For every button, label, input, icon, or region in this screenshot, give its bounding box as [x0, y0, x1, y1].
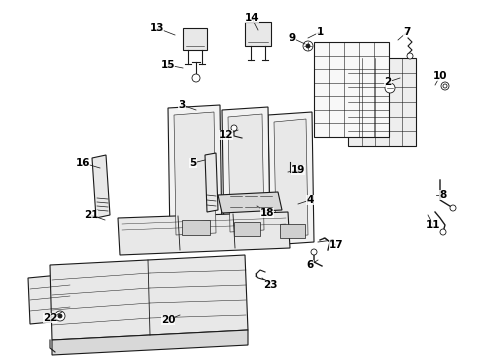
Text: 2: 2: [384, 77, 391, 87]
Circle shape: [55, 311, 65, 321]
Polygon shape: [28, 274, 72, 324]
Text: 3: 3: [178, 100, 185, 110]
Polygon shape: [168, 105, 222, 242]
Circle shape: [449, 205, 455, 211]
Text: 20: 20: [161, 315, 175, 325]
Circle shape: [230, 125, 237, 131]
Circle shape: [406, 53, 412, 59]
Text: 8: 8: [439, 190, 446, 200]
Polygon shape: [244, 22, 270, 46]
Text: 10: 10: [432, 71, 447, 81]
Polygon shape: [267, 112, 313, 245]
Text: 11: 11: [425, 220, 439, 230]
Polygon shape: [118, 212, 289, 255]
Circle shape: [440, 82, 448, 90]
Text: 18: 18: [259, 208, 274, 218]
Polygon shape: [92, 155, 110, 218]
Polygon shape: [218, 192, 282, 213]
Text: 6: 6: [306, 260, 313, 270]
Circle shape: [310, 249, 316, 255]
Text: 7: 7: [403, 27, 410, 37]
Text: 14: 14: [244, 13, 259, 23]
Text: 5: 5: [189, 158, 196, 168]
Text: 19: 19: [290, 165, 305, 175]
Text: 15: 15: [161, 60, 175, 70]
Text: 9: 9: [288, 33, 295, 43]
Text: 22: 22: [42, 313, 57, 323]
Polygon shape: [273, 119, 307, 237]
Text: 4: 4: [305, 195, 313, 205]
Circle shape: [384, 83, 394, 93]
Text: 13: 13: [149, 23, 164, 33]
Text: 1: 1: [316, 27, 323, 37]
Polygon shape: [174, 112, 216, 235]
Text: 12: 12: [218, 130, 233, 140]
Text: 23: 23: [262, 280, 277, 290]
Bar: [280, 224, 305, 238]
Bar: [234, 222, 260, 236]
Text: 16: 16: [76, 158, 90, 168]
Circle shape: [303, 41, 312, 51]
Polygon shape: [52, 330, 247, 355]
Polygon shape: [227, 114, 264, 232]
Circle shape: [439, 229, 445, 235]
Circle shape: [305, 44, 309, 48]
Polygon shape: [204, 153, 218, 212]
Circle shape: [442, 84, 446, 88]
Circle shape: [58, 314, 62, 318]
Text: 21: 21: [83, 210, 98, 220]
Polygon shape: [222, 107, 269, 240]
Circle shape: [192, 74, 200, 82]
Bar: [182, 220, 209, 235]
Bar: [313, 42, 388, 137]
Bar: [347, 58, 415, 146]
Text: 17: 17: [328, 240, 343, 250]
Polygon shape: [183, 28, 206, 50]
Polygon shape: [50, 255, 247, 340]
